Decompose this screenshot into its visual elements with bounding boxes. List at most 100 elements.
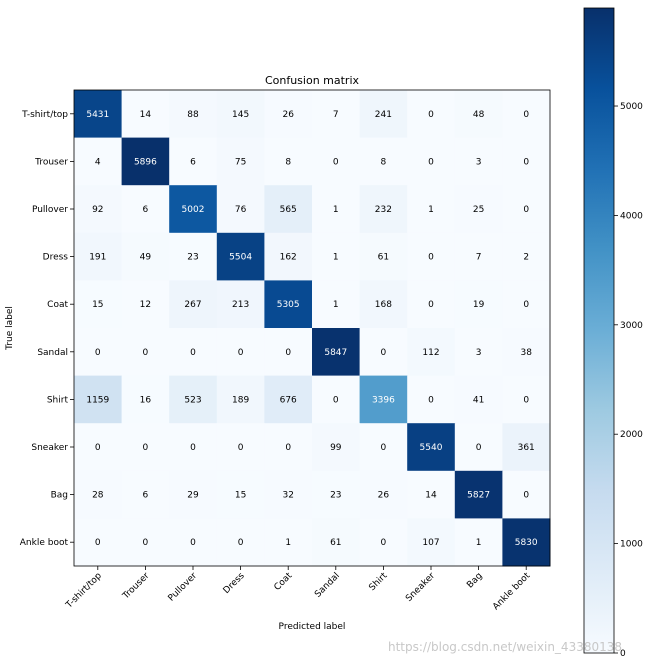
heatmap-cell — [454, 423, 503, 472]
heatmap-cell — [407, 90, 456, 139]
cell-value-label: 5540 — [420, 443, 443, 453]
heatmap-cell — [407, 470, 456, 519]
cell-value-label: 0 — [381, 538, 387, 548]
y-tick-label: T-shirt/top — [21, 110, 68, 120]
heatmap-cell — [454, 280, 503, 329]
cell-value-label: 1 — [285, 538, 291, 548]
heatmap-cell — [264, 137, 313, 186]
x-tick-label: Coat — [273, 571, 295, 593]
heatmap-cell — [454, 470, 503, 519]
colorbar-tick-label: 0 — [620, 649, 626, 659]
y-axis-label: True label — [5, 306, 15, 351]
cell-value-label: 112 — [422, 348, 439, 358]
heatmap-cell — [312, 90, 361, 139]
y-tick-label: Trouser — [34, 157, 68, 167]
heatmap-cell — [74, 328, 123, 377]
heatmap-cell — [407, 423, 456, 472]
cell-value-label: 3396 — [372, 395, 395, 405]
heatmap-cell — [502, 518, 551, 567]
heatmap-cell — [359, 185, 408, 234]
heatmap-cell — [312, 280, 361, 329]
cell-value-label: 0 — [333, 395, 339, 405]
heatmap-cell — [169, 280, 218, 329]
heatmap-cell — [74, 185, 123, 234]
colorbar — [583, 7, 615, 654]
cell-value-label: 0 — [143, 538, 149, 548]
cell-value-label: 5830 — [515, 538, 538, 548]
heatmap-cell — [407, 375, 456, 424]
cell-value-label: 16 — [140, 395, 152, 405]
heatmap-cell — [264, 470, 313, 519]
colorbar-ticks: 0 1000 2000 3000 4000 5000 — [614, 102, 643, 659]
y-tick-label: Sandal — [37, 348, 68, 358]
heatmap-cell — [216, 328, 265, 377]
cell-value-label: 61 — [378, 253, 389, 263]
heatmap-cell — [359, 518, 408, 567]
cell-value-label: 8 — [285, 157, 291, 167]
cell-value-label: 0 — [238, 538, 244, 548]
heatmap-cell — [502, 423, 551, 472]
cell-value-label: 6 — [190, 157, 196, 167]
heatmap-cell — [454, 518, 503, 567]
heatmap-cell — [121, 280, 170, 329]
heatmap-cell — [74, 423, 123, 472]
cell-value-label: 145 — [232, 110, 249, 120]
colorbar-tick-label: 4000 — [620, 211, 643, 221]
cell-value-label: 162 — [280, 253, 297, 263]
cell-value-label: 0 — [523, 110, 529, 120]
cell-value-label: 14 — [140, 110, 152, 120]
x-tick-label: Bag — [465, 571, 484, 590]
heatmap-cell — [216, 470, 265, 519]
cell-value-label: 0 — [95, 348, 101, 358]
cell-value-label: 0 — [428, 157, 434, 167]
heatmap-cell — [216, 185, 265, 234]
cell-value-label: 0 — [523, 395, 529, 405]
cell-value-label: 523 — [184, 395, 201, 405]
heatmap-cell — [407, 232, 456, 281]
y-tick-label: Sneaker — [31, 443, 68, 453]
cell-value-label: 4 — [95, 157, 101, 167]
plot-frame — [73, 89, 551, 567]
heatmap-cell — [264, 328, 313, 377]
heatmap-cell — [502, 90, 551, 139]
heatmap-cell — [169, 470, 218, 519]
x-axis-ticks: T-shirt/top Trouser Pullover Dress Coat Sanda… — [64, 566, 533, 612]
heatmap-cell — [121, 328, 170, 377]
cell-value-label: 75 — [235, 157, 246, 167]
cell-value-label: 5847 — [324, 348, 347, 358]
heatmap-cell — [312, 232, 361, 281]
heatmap-cell — [216, 232, 265, 281]
heatmap-cell — [74, 375, 123, 424]
cell-value-label: 213 — [232, 300, 249, 310]
cell-value-label: 26 — [282, 110, 294, 120]
heatmap-cell — [169, 518, 218, 567]
heatmap-cell — [359, 90, 408, 139]
y-tick-label: Dress — [43, 253, 69, 263]
heatmap-cell — [454, 90, 503, 139]
heatmap-cell — [454, 137, 503, 186]
cell-value-label: 88 — [187, 110, 199, 120]
cell-value-label: 1 — [333, 300, 339, 310]
x-axis-label: Predicted label — [279, 622, 346, 632]
y-tick-label: Shirt — [47, 395, 69, 405]
heatmap-cell — [264, 90, 313, 139]
cell-value-label: 0 — [428, 300, 434, 310]
heatmap-cell — [407, 280, 456, 329]
cell-value-label: 0 — [143, 348, 149, 358]
heatmap-cell — [359, 232, 408, 281]
heatmap-cell — [121, 232, 170, 281]
heatmap-cell — [169, 328, 218, 377]
heatmap-cell — [264, 280, 313, 329]
cell-value-label: 92 — [92, 205, 103, 215]
cell-value-label: 15 — [235, 491, 246, 501]
cell-value-label: 5002 — [182, 205, 205, 215]
cell-value-label: 15 — [92, 300, 103, 310]
heatmap-cell — [359, 470, 408, 519]
heatmap-cell — [74, 518, 123, 567]
cell-value-label: 29 — [187, 491, 199, 501]
cell-value-label: 232 — [375, 205, 392, 215]
heatmap-cell — [312, 185, 361, 234]
heatmap-cell — [407, 185, 456, 234]
heatmap-cell — [454, 328, 503, 377]
cell-value-label: 168 — [375, 300, 392, 310]
